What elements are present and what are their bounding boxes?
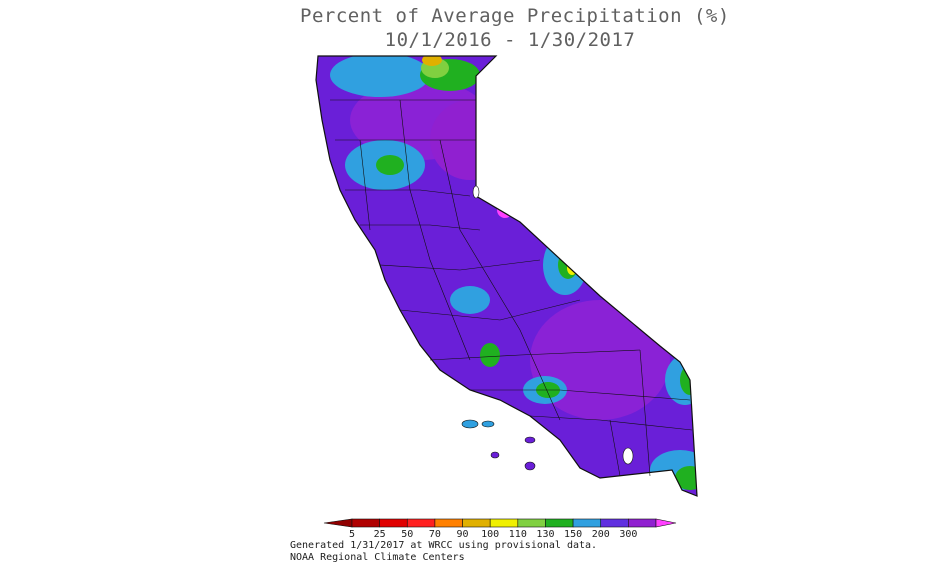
lake <box>472 185 480 199</box>
legend-swatch <box>545 518 574 528</box>
legend-swatch <box>517 518 546 528</box>
division-borders <box>330 99 693 477</box>
island <box>461 419 479 429</box>
legend-swatch <box>462 518 491 528</box>
border-line <box>399 299 581 321</box>
title-line-2: 10/1/2016 - 1/30/2017 <box>384 29 636 51</box>
region-southeast-green <box>675 466 697 490</box>
island <box>490 451 500 459</box>
legend-low-arrow <box>323 518 353 528</box>
lake <box>622 447 634 465</box>
region-shasta-green <box>376 155 404 175</box>
region-valley-green <box>480 343 500 367</box>
legend-swatch <box>628 518 657 528</box>
legend-swatch <box>572 518 602 528</box>
border-line <box>429 349 641 361</box>
lakes <box>472 185 634 465</box>
map-title: Percent of Average Precipitation (%) 10/… <box>300 4 730 52</box>
legend-swatch <box>351 518 380 528</box>
border-line <box>399 99 471 361</box>
border-line <box>359 139 371 231</box>
island <box>524 436 536 444</box>
legend-swatch <box>406 518 436 528</box>
footer-line-2: NOAA Regional Climate Centers <box>290 552 465 563</box>
legend-swatch <box>379 518 408 528</box>
border-line <box>470 389 691 401</box>
border-line <box>345 189 471 197</box>
island <box>524 461 536 471</box>
region-valley-blue <box>450 286 490 314</box>
border-line <box>609 419 621 477</box>
border-line <box>529 415 693 431</box>
legend-swatch <box>600 518 629 528</box>
region-north-blue <box>330 56 430 97</box>
border-line <box>379 259 541 271</box>
region-northeast-yellow <box>422 56 442 66</box>
state-outline <box>315 55 698 497</box>
islands <box>461 419 536 471</box>
border-line <box>639 349 651 477</box>
island <box>481 420 495 428</box>
border-line <box>439 139 561 421</box>
legend-swatch <box>434 518 463 528</box>
legend-high-arrow <box>655 518 677 528</box>
footer-line-1: Generated 1/31/2017 at WRCC using provis… <box>290 540 598 551</box>
title-line-1: Percent of Average Precipitation (%) <box>300 5 730 27</box>
legend-swatch <box>489 518 519 528</box>
footer-note: Generated 1/31/2017 at WRCC using provis… <box>290 540 597 564</box>
border-line <box>360 224 481 231</box>
